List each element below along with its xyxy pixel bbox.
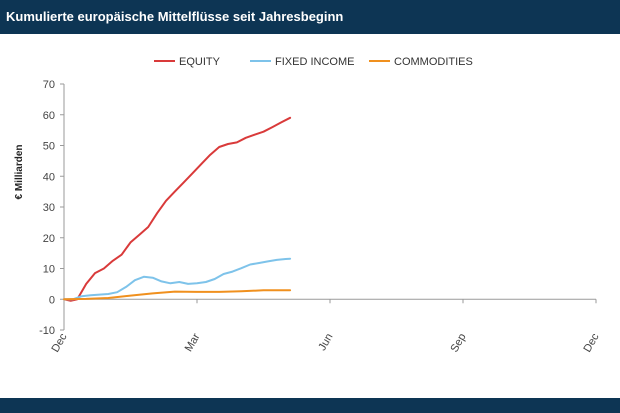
y-tick-label: -10 [39,325,55,337]
y-tick-label: 30 [43,202,55,214]
x-tick-label: Mar [183,331,203,354]
line-chart: EQUITY FIXED INCOME COMMODITIES € Milliard… [14,56,602,354]
series-line-fixed-income [63,257,292,301]
y-tick-label: 50 [43,141,55,153]
chart-frame: EQUITY FIXED INCOME COMMODITIES € Milliard… [0,34,620,382]
y-tick-label: 70 [43,79,55,91]
series-line-equity [63,116,292,302]
y-tick-label: 60 [43,110,55,122]
y-tick-label: 10 [43,264,55,276]
y-tick-label: 40 [43,171,55,183]
footer-bar [0,398,620,413]
legend-label: EQUITY [179,56,221,68]
legend-label: FIXED INCOME [275,56,354,68]
chart-legend: EQUITY FIXED INCOME COMMODITIES [154,56,473,68]
series-line-commodities [63,289,292,301]
x-tick-label: Jun [316,332,335,353]
y-axis-label: € Milliarden [14,144,25,199]
x-tick-label: Sep [448,332,468,355]
y-tick-label: 20 [43,233,55,245]
x-tick-label: Dec [581,331,601,354]
legend-label: COMMODITIES [394,56,473,68]
chart-series-group [63,116,292,302]
page-title: Kumulierte europäische Mittelflüsse seit… [6,9,344,24]
header-bar [0,0,620,34]
y-tick-label: 0 [49,294,55,306]
